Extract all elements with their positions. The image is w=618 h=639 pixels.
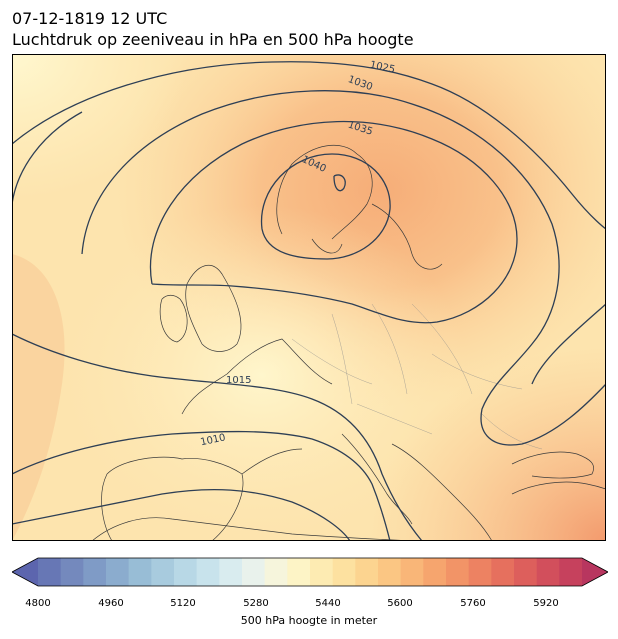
colorbar-outline — [12, 557, 608, 587]
coast-black-sea — [511, 451, 594, 479]
coast-britain — [185, 264, 242, 352]
isobar-label-1015: 1015 — [226, 375, 251, 386]
map-title-date: 07-12-1819 12 UTC — [12, 9, 168, 28]
colorbar-segment — [174, 558, 198, 586]
colorbar-tick: 5280 — [243, 598, 269, 609]
colorbar-segment — [559, 558, 583, 586]
colorbar-segment — [536, 558, 560, 586]
coast-italy — [341, 433, 413, 525]
colorbar-tick: 4960 — [98, 598, 124, 609]
coast-baltic — [371, 203, 443, 270]
coast-iberia — [101, 456, 244, 541]
colorbar-tick: 4800 — [25, 598, 51, 609]
isobar-1035 — [149, 120, 518, 324]
isobar-1025 — [12, 61, 606, 230]
colorbar-tick: 5760 — [460, 598, 486, 609]
weather-map: 1025 1030 1035 1040 1015 1010 — [12, 54, 606, 541]
isobar-label-1025: 1025 — [369, 60, 396, 76]
map-frame — [12, 54, 606, 541]
colorbar-segment — [514, 558, 538, 586]
isobars — [12, 61, 606, 541]
colorbar-label: 500 hPa hoogte in meter — [240, 614, 378, 627]
colorbar-tick: 5920 — [533, 598, 559, 609]
colorbar-segment — [219, 558, 243, 586]
isobar-outer-west — [12, 111, 423, 541]
coastlines — [91, 145, 606, 541]
colorbar-segment — [196, 558, 220, 586]
isobar-1015 — [12, 430, 391, 541]
colorbar-segment — [355, 558, 379, 586]
coast-north-africa — [91, 517, 413, 541]
colorbar-segment — [151, 558, 175, 586]
coast-turkey — [511, 481, 606, 495]
northwest-shading — [12, 54, 606, 541]
isobar-1010 — [12, 488, 351, 541]
colorbar-segment — [38, 558, 62, 586]
colorbar-segment — [83, 558, 107, 586]
colorbar-extend-low — [12, 558, 38, 586]
colorbar-tick: 5440 — [315, 598, 341, 609]
colorbar-tick: 5600 — [387, 598, 413, 609]
colorbar-segment — [332, 558, 356, 586]
isobar-1040-inner — [333, 174, 346, 192]
coast-ireland — [159, 294, 188, 343]
colorbar-segment — [106, 558, 130, 586]
map-title-description: Luchtdruk op zeeniveau in hPa en 500 hPa… — [12, 30, 414, 49]
colorbar-segment — [128, 558, 152, 586]
colorbar-segment — [400, 558, 424, 586]
west-atlantic-shading — [12, 254, 65, 541]
colorbar-segment — [287, 558, 311, 586]
isobar-east — [531, 303, 606, 385]
colorbar-segment — [446, 558, 470, 586]
colorbar-tick: 5120 — [170, 598, 196, 609]
colorbar-segment — [242, 558, 266, 586]
colorbar-segment — [423, 558, 447, 586]
colorbar-segment — [60, 558, 84, 586]
colorbar — [12, 557, 608, 587]
isobar-label-1010: 1010 — [199, 432, 226, 448]
isobar-1030 — [81, 90, 606, 446]
coast-scandinavia — [276, 145, 373, 254]
isobar-1040-ring — [260, 153, 391, 260]
colorbar-segment — [378, 558, 402, 586]
colorbar-segment — [491, 558, 515, 586]
coast-france — [181, 338, 333, 475]
colorbar-segment — [264, 558, 288, 586]
colorbar-segment — [468, 558, 492, 586]
colorbar-extend-high — [582, 558, 608, 586]
colorbar-segment — [310, 558, 334, 586]
coast-balkans — [391, 443, 493, 541]
